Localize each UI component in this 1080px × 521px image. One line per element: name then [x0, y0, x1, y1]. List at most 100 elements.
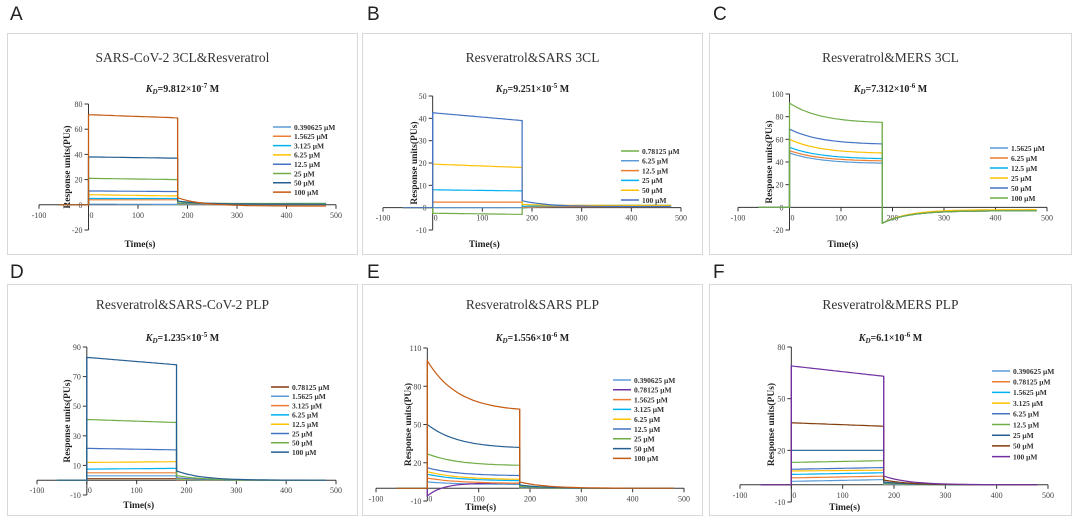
legend-label: 25 μM [1013, 431, 1034, 440]
series-line [758, 102, 1037, 225]
x-tick-label: 100 [132, 211, 144, 220]
x-tick-label: 500 [675, 214, 687, 223]
kd-annotation: KD=6.1×10-6 M [858, 331, 923, 345]
legend-label: 1.5625 μM [294, 132, 328, 141]
legend-label: 6.25 μM [634, 415, 660, 424]
x-tick-label: 200 [526, 214, 538, 223]
y-tick-label: 80 [75, 100, 83, 109]
legend-label: 12.5 μM [1011, 164, 1037, 173]
legend-label: 50 μM [634, 444, 655, 453]
x-tick-label: 300 [230, 486, 242, 495]
series-line [758, 149, 1037, 225]
legend-label: 0.390625 μM [634, 376, 675, 385]
x-tick-label: 0 [428, 494, 432, 503]
x-axis-label: Time(s) [123, 500, 154, 511]
y-tick-label: -10 [70, 491, 81, 500]
x-axis-label: Time(s) [125, 239, 156, 250]
chart-title: Resveratrol&SARS-CoV-2 PLP [96, 297, 269, 312]
x-tick-label: 0 [792, 491, 796, 500]
legend-label: 25 μM [294, 169, 315, 178]
series-line [56, 356, 326, 481]
kd-annotation: KD=9.812×10-7 M [145, 82, 220, 96]
legend-label: 0.78125 μM [642, 147, 680, 156]
x-tick-label: 200 [182, 211, 194, 220]
legend-label: 0.78125 μM [634, 386, 672, 395]
y-axis-label: Response units(PUs) [766, 383, 777, 466]
sensorgram-chart-d: Resveratrol&SARS-CoV-2 PLP KD=1.235×10-5 … [30, 297, 342, 511]
y-tick-label: 30 [419, 137, 427, 146]
y-axis-label: Response units(PUs) [62, 125, 73, 208]
panel-b: Resveratrol&SARS 3CL KD=9.251×10-5 M -100 1… [362, 33, 703, 255]
y-tick-label: 20 [777, 446, 785, 455]
x-tick-label: 0 [88, 486, 92, 495]
panel-letter-e: E [367, 262, 380, 283]
legend-label: 6.25 μM [642, 157, 668, 166]
legend-label: 25 μM [634, 435, 655, 444]
legend-label: 3.125 μM [294, 141, 324, 150]
y-tick-label: 50 [413, 421, 421, 430]
x-tick-label: 200 [888, 491, 900, 500]
panel-a: SARS-CoV-2 3CL&Resveratrol KD=9.812×10-7 … [7, 33, 358, 255]
x-tick-label: 100 [473, 494, 485, 503]
y-tick-label: 40 [776, 158, 784, 167]
x-axis-label: Time(s) [469, 239, 500, 250]
y-axis-label: Response units(PUs) [62, 379, 73, 462]
x-tick-label: 300 [576, 214, 588, 223]
x-tick-label: 300 [231, 211, 243, 220]
y-tick-label: 50 [419, 92, 427, 101]
x-tick-label: 0 [434, 214, 438, 223]
legend-label: 6.25 μM [1011, 154, 1037, 163]
y-tick-label: 80 [777, 343, 785, 352]
x-tick-label: 100 [131, 486, 143, 495]
legend-label: 0.390625 μM [1013, 367, 1054, 376]
y-tick-label: 10 [419, 181, 427, 190]
chart-title: Resveratrol&SARS PLP [466, 297, 599, 312]
series-line [56, 418, 326, 481]
legend-label: 50 μM [642, 186, 663, 195]
panel-letter-f: F [713, 262, 725, 283]
legend-label: 1.5625 μM [634, 395, 668, 404]
x-axis-label: Time(s) [828, 239, 859, 250]
y-tick-label: 60 [75, 125, 83, 134]
legend-label: 50 μM [292, 439, 313, 448]
x-tick-label: 400 [280, 486, 292, 495]
x-tick-label: 100 [476, 214, 488, 223]
legend-label: 100 μM [1011, 194, 1035, 203]
x-tick-label: 200 [181, 486, 193, 495]
y-tick-label: -10 [775, 498, 786, 507]
series-line [760, 422, 1038, 486]
legend-label: 6.25 μM [1013, 410, 1039, 419]
x-tick-label: 400 [990, 213, 1002, 222]
chart-title: SARS-CoV-2 3CL&Resveratrol [96, 50, 270, 65]
legend-label: 12.5 μM [294, 160, 320, 169]
legend-label: 3.125 μM [634, 405, 664, 414]
legend-label: 3.125 μM [1013, 399, 1043, 408]
y-tick-label: 80 [413, 382, 421, 391]
x-tick-label: 100 [837, 491, 849, 500]
x-tick-label: 500 [330, 211, 342, 220]
x-tick-label: 500 [330, 486, 342, 495]
x-tick-label: 300 [575, 494, 587, 503]
x-tick-label: 500 [1041, 213, 1053, 222]
y-tick-label: -10 [411, 497, 422, 506]
x-axis-label: Time(s) [465, 502, 496, 513]
legend-label: 50 μM [1013, 442, 1034, 451]
panel-letter-a: A [10, 4, 23, 25]
sensorgram-chart-a: SARS-CoV-2 3CL&Resveratrol KD=9.812×10-7 … [32, 50, 342, 250]
x-tick-label: 400 [281, 211, 293, 220]
x-tick-label: -100 [30, 486, 45, 495]
y-tick-label: 80 [776, 113, 784, 122]
x-tick-label: 500 [1042, 491, 1054, 500]
series-line [396, 358, 674, 489]
series-line [396, 423, 674, 489]
series-line [58, 114, 327, 207]
legend-label: 25 μM [292, 429, 313, 438]
x-tick-label: 200 [887, 213, 899, 222]
y-tick-label: -20 [72, 226, 83, 235]
kd-annotation: KD=9.251×10-5 M [495, 82, 570, 96]
y-tick-label: 100 [772, 90, 784, 99]
legend-label: 6.25 μM [294, 151, 320, 160]
legend-label: 1.5625 μM [292, 392, 326, 401]
x-tick-label: -100 [32, 211, 47, 220]
